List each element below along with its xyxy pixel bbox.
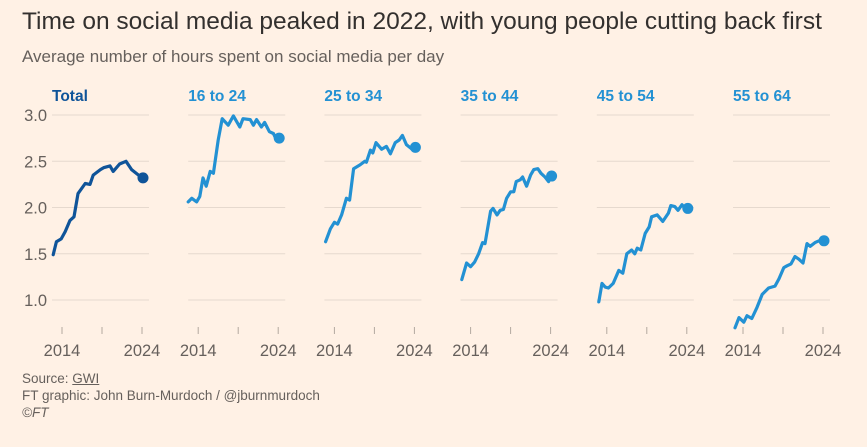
source-link[interactable]: GWI: [72, 371, 100, 386]
panel-title: Total: [52, 88, 88, 105]
x-tick-label: 2024: [124, 342, 161, 360]
x-tick-label: 2024: [805, 342, 842, 360]
y-tick-label: 3.0: [24, 107, 47, 125]
series-line: [186, 114, 280, 204]
x-tick-label: 2014: [180, 342, 217, 360]
y-tick-label: 2.0: [24, 200, 47, 218]
panel-16-to-24: 2014 2024 16 to 24: [180, 88, 297, 360]
x-tick-label: 2024: [668, 342, 705, 360]
x-tick-label: 2014: [588, 342, 625, 360]
x-tick-label: 2014: [725, 342, 762, 360]
source-label: Source:: [22, 371, 73, 386]
end-point-dot: [546, 170, 558, 182]
series-line: [460, 167, 553, 282]
source-line: Source: GWI: [22, 371, 99, 386]
series-line: [733, 239, 825, 330]
panel-45-to-54: 2014 2024 45 to 54: [588, 88, 705, 360]
credit-line: FT graphic: John Burn-Murdoch / @jburnmu…: [22, 388, 320, 403]
series-line: [51, 159, 144, 257]
chart-title: Time on social media peaked in 2022, wit…: [22, 8, 822, 35]
series-line: [324, 133, 416, 244]
panel-title: 55 to 64: [733, 88, 791, 105]
panel-total: 2014 2024 Total: [44, 88, 161, 360]
end-point-dot: [682, 202, 694, 214]
panel-title: 25 to 34: [324, 88, 382, 105]
panel-35-to-44: 2014 2024 35 to 44: [452, 88, 569, 360]
end-point-dot: [137, 172, 149, 184]
y-tick-label: 1.0: [24, 292, 47, 310]
panel-25-to-34: 2014 2024 25 to 34: [316, 88, 433, 360]
panel-title: 16 to 24: [188, 88, 246, 105]
y-tick-label: 1.5: [24, 246, 47, 264]
end-point-dot: [818, 235, 830, 247]
end-point-dot: [409, 141, 421, 153]
x-tick-label: 2024: [260, 342, 297, 360]
chart-subtitle: Average number of hours spent on social …: [22, 47, 445, 66]
series-line: [597, 203, 689, 304]
panel-55-to-64: 2014 2024 55 to 64: [725, 88, 842, 360]
copyright: ©FT: [22, 405, 49, 420]
panel-title: 45 to 54: [597, 88, 655, 105]
end-point-dot: [273, 132, 285, 144]
x-tick-label: 2024: [532, 342, 569, 360]
x-tick-label: 2014: [44, 342, 81, 360]
panel-title: 35 to 44: [461, 88, 519, 105]
x-tick-label: 2024: [396, 342, 433, 360]
x-tick-label: 2014: [316, 342, 353, 360]
x-tick-label: 2014: [452, 342, 489, 360]
y-tick-label: 2.5: [24, 153, 47, 171]
